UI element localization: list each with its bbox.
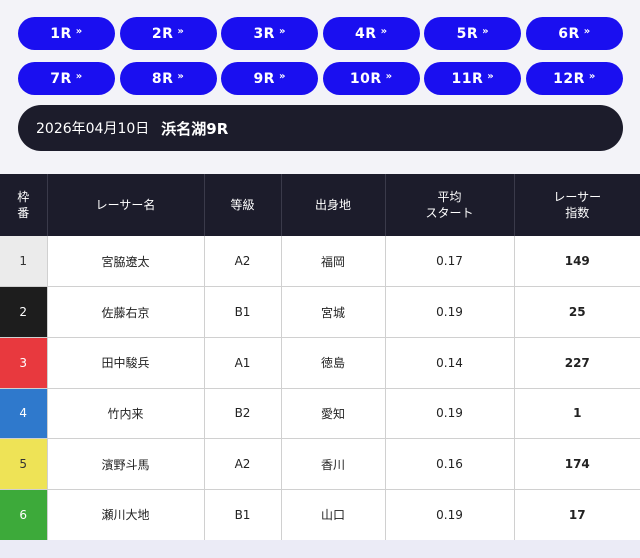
racer-name-cell: 田中駿兵 [47,337,205,389]
table-header-row: 枠番 レーサー名 等級 出身地 平均 スタート レーサー 指数 [0,174,640,236]
frame-number-cell: 5 [0,438,48,490]
racer-score-cell: 227 [514,337,640,389]
racer-score-cell: 149 [514,236,640,288]
chevron-right-icon: » [487,71,495,82]
header-racer-score: レーサー 指数 [514,174,640,236]
average-start-cell: 0.17 [385,236,515,288]
race-title-bar: 2026年04月10日 浜名湖9R [18,105,623,151]
chevron-right-icon: » [177,71,185,82]
race-button-4r[interactable]: 4R» [322,17,420,50]
chevron-right-icon: » [583,26,591,37]
racer-table: 枠番 レーサー名 等級 出身地 平均 スタート レーサー 指数 1 宮脇遼太 A2 福岡 0… [0,174,640,541]
header-racer-name: レーサー名 [47,174,205,236]
table-row: 4 竹内来 B2 愛知 0.19 1 [0,388,640,440]
table-row: 2 佐藤右京 B1 宮城 0.19 25 [0,286,640,338]
race-button-1r[interactable]: 1R» [18,17,115,50]
chevron-right-icon: » [588,71,596,82]
racer-score-cell: 25 [514,286,640,338]
average-start-cell: 0.19 [385,286,515,338]
header-frame: 枠番 [0,174,48,236]
origin-cell: 愛知 [281,388,386,440]
frame-number-cell: 3 [0,337,48,389]
chevron-right-icon: » [278,71,286,82]
race-label: 12R [553,70,585,87]
racer-name-cell: 竹内来 [47,388,205,440]
class-cell: A2 [204,236,282,288]
racer-score-cell: 17 [514,489,640,541]
class-cell: B2 [204,388,282,440]
racer-name-cell: 宮脇遼太 [47,236,205,288]
race-button-8r[interactable]: 8R» [119,62,217,95]
header-class: 等級 [204,174,282,236]
race-label: 8R [151,70,174,87]
race-button-3r[interactable]: 3R» [221,17,319,50]
class-cell: B1 [204,286,282,338]
race-button-11r[interactable]: 11R» [424,62,522,95]
chevron-right-icon: » [380,26,388,37]
class-cell: A2 [204,438,282,490]
chevron-right-icon: » [482,26,490,37]
race-button-2r[interactable]: 2R» [119,17,217,50]
chevron-right-icon: » [75,26,83,37]
header-origin: 出身地 [281,174,386,236]
race-label: 4R [355,25,377,42]
race-button-9r[interactable]: 9R» [221,62,319,95]
bottom-strip [0,540,640,558]
race-label: 1R [50,25,72,42]
frame-number-cell: 1 [0,236,48,288]
race-selector: 1R» 2R» 3R» 4R» 5R» 6R» 7R» 8R» 9R» 10R»… [18,17,623,95]
chevron-right-icon: » [75,71,83,82]
table-row: 5 濱野斗馬 A2 香川 0.16 174 [0,438,640,490]
race-button-5r[interactable]: 5R» [424,17,522,50]
racer-score-cell: 174 [514,438,640,490]
race-label: 2R [151,25,174,42]
class-cell: B1 [204,489,282,541]
chevron-right-icon: » [385,71,393,82]
table-row: 1 宮脇遼太 A2 福岡 0.17 149 [0,236,640,288]
race-name: 浜名湖9R [161,119,229,138]
class-cell: A1 [204,337,282,389]
origin-cell: 徳島 [281,337,386,389]
racer-name-cell: 瀬川大地 [47,489,205,541]
race-button-12r[interactable]: 12R» [525,62,623,95]
race-label: 3R [253,25,275,42]
average-start-cell: 0.16 [385,438,515,490]
table-row: 6 瀬川大地 B1 山口 0.19 17 [0,489,640,541]
chevron-right-icon: » [278,26,286,37]
origin-cell: 香川 [281,438,386,490]
racer-name-cell: 濱野斗馬 [47,438,205,490]
race-label: 10R [349,70,382,87]
header-average-start: 平均 スタート [385,174,515,236]
average-start-cell: 0.19 [385,388,515,440]
race-date: 2026年04月10日 [36,121,150,137]
race-label: 5R [456,25,479,42]
race-button-10r[interactable]: 10R» [322,62,420,95]
frame-number-cell: 6 [0,489,48,541]
racer-name-cell: 佐藤右京 [47,286,205,338]
chevron-right-icon: » [177,26,185,37]
origin-cell: 山口 [281,489,386,541]
average-start-cell: 0.14 [385,337,515,389]
race-button-6r[interactable]: 6R» [525,17,623,50]
race-label: 7R [50,70,72,87]
origin-cell: 宮城 [281,286,386,338]
frame-number-cell: 4 [0,388,48,440]
race-button-7r[interactable]: 7R» [18,62,115,95]
table-row: 3 田中駿兵 A1 徳島 0.14 227 [0,337,640,389]
frame-number-cell: 2 [0,286,48,338]
average-start-cell: 0.19 [385,489,515,541]
race-label: 11R [451,70,484,87]
racer-score-cell: 1 [514,388,640,440]
origin-cell: 福岡 [281,236,386,288]
race-label: 6R [558,25,580,42]
race-label: 9R [253,70,275,87]
